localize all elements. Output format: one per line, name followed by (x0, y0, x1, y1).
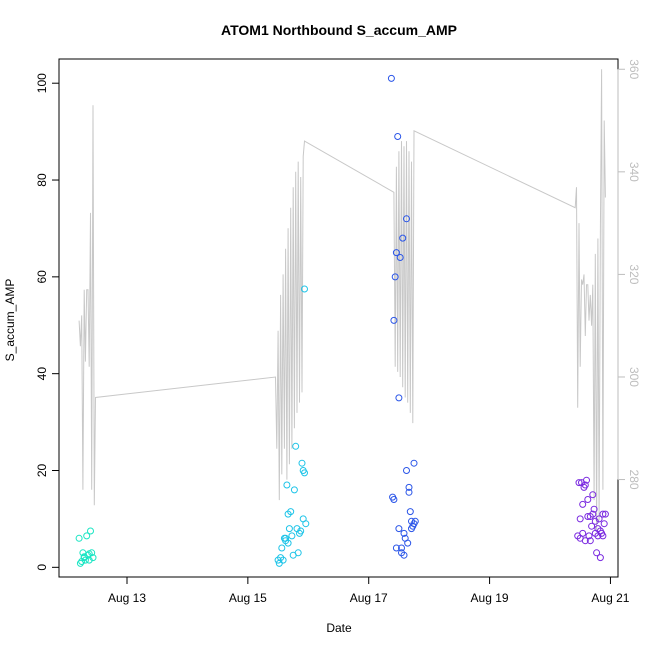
data-point (290, 486, 298, 494)
x-axis-label: Date (326, 621, 352, 635)
data-point (406, 508, 414, 516)
data-point (298, 459, 306, 467)
data-point (287, 508, 295, 516)
data-point (589, 510, 597, 518)
series-line (78, 69, 606, 531)
data-point (576, 515, 584, 523)
x-tick-label: Aug 21 (591, 591, 629, 605)
data-point (400, 529, 408, 537)
data-point (399, 234, 407, 242)
data-point (294, 549, 302, 557)
data-point (585, 532, 593, 540)
data-point (595, 515, 603, 523)
data-point (285, 525, 293, 533)
data-point (395, 394, 403, 402)
y-tick-label: 100 (35, 73, 49, 93)
data-point (391, 273, 399, 281)
x-tick-label: Aug 17 (350, 591, 388, 605)
data-point (390, 316, 398, 324)
data-point (599, 532, 607, 540)
data-point (403, 215, 410, 223)
data-point (404, 539, 412, 547)
data-point (396, 254, 404, 261)
right-y-tick-label: 360 (627, 59, 641, 79)
right-y-tick-label: 320 (627, 264, 641, 284)
data-point (292, 442, 300, 450)
data-point (588, 522, 596, 530)
data-point (405, 483, 413, 491)
data-point (394, 133, 402, 140)
data-point (590, 505, 598, 513)
chart-title: ATOM1 Northbound S_accum_AMP (221, 22, 457, 38)
y-axis-label: S_accum_AMP (3, 279, 17, 362)
y-axis: 0 20 40 60 80 100 (35, 73, 60, 571)
data-point (583, 476, 590, 484)
data-point (87, 527, 94, 535)
data-point (575, 479, 583, 487)
data-point (297, 527, 305, 535)
data-point (593, 549, 601, 557)
data-point (579, 500, 587, 508)
data-point (279, 556, 287, 564)
right-axis-line-layer (78, 69, 606, 531)
data-point (83, 532, 91, 540)
data-point (392, 544, 400, 552)
data-point (288, 532, 296, 540)
right-y-tick-label: 300 (627, 367, 641, 387)
scatter-points-layer (75, 74, 609, 567)
data-point (302, 520, 310, 528)
y-tick-label: 40 (35, 367, 49, 381)
data-point (581, 537, 589, 545)
data-point (387, 74, 395, 82)
right-y-tick-label: 340 (627, 162, 641, 182)
x-tick-label: Aug 19 (471, 591, 509, 605)
data-point (596, 554, 604, 562)
data-point (80, 553, 88, 561)
data-point (579, 529, 587, 537)
y-tick-label: 80 (35, 173, 49, 187)
right-y-tick-label: 280 (627, 470, 641, 490)
data-point (283, 481, 291, 489)
right-y-axis: 280 300 320 340 360 (617, 59, 641, 490)
data-point (390, 496, 398, 503)
data-point (581, 481, 589, 489)
data-point (301, 285, 308, 293)
data-point (398, 544, 405, 552)
data-point (411, 517, 419, 525)
data-point (405, 488, 413, 496)
data-point (392, 249, 400, 257)
plot-frame (58, 58, 619, 578)
data-point (599, 510, 607, 518)
x-axis: Aug 13 Aug 15 Aug 17 Aug 19 Aug 21 (108, 576, 630, 605)
data-point (591, 517, 599, 525)
data-point (586, 537, 594, 545)
data-point (301, 469, 308, 477)
data-point (400, 551, 408, 559)
data-point (89, 554, 97, 562)
x-tick-label: Aug 15 (229, 591, 267, 605)
data-point (600, 520, 608, 528)
x-tick-label: Aug 13 (108, 591, 146, 605)
data-point (284, 539, 292, 547)
data-point (601, 510, 609, 518)
data-point (408, 525, 415, 533)
data-point (85, 550, 93, 558)
data-point (395, 525, 403, 533)
data-point (410, 459, 418, 467)
y-tick-label: 20 (35, 464, 49, 478)
data-point (589, 491, 597, 499)
data-point (76, 559, 84, 567)
data-point (403, 467, 410, 474)
data-point (584, 496, 592, 503)
y-tick-label: 60 (35, 270, 49, 284)
data-point (75, 534, 83, 542)
y-tick-label: 0 (35, 564, 49, 571)
data-point (278, 544, 286, 552)
